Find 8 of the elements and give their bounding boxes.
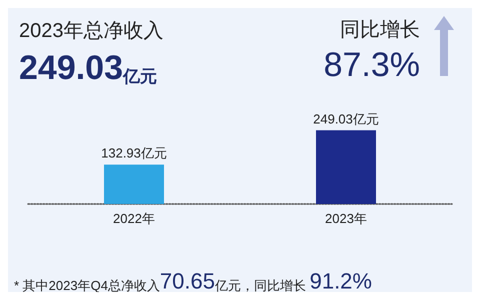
chart-subtitle: 249.03亿元 <box>19 49 157 87</box>
x-tick-label: 2022年 <box>113 211 155 226</box>
data-label: 249.03亿元 <box>313 111 379 126</box>
chart-title: 2023年总净收入 <box>19 20 164 42</box>
x-tick-label: 2023年 <box>325 211 367 226</box>
text: 87.3% <box>324 46 420 84</box>
data-label: 132.93亿元 <box>101 146 167 161</box>
text: 同比增长 <box>340 19 420 41</box>
